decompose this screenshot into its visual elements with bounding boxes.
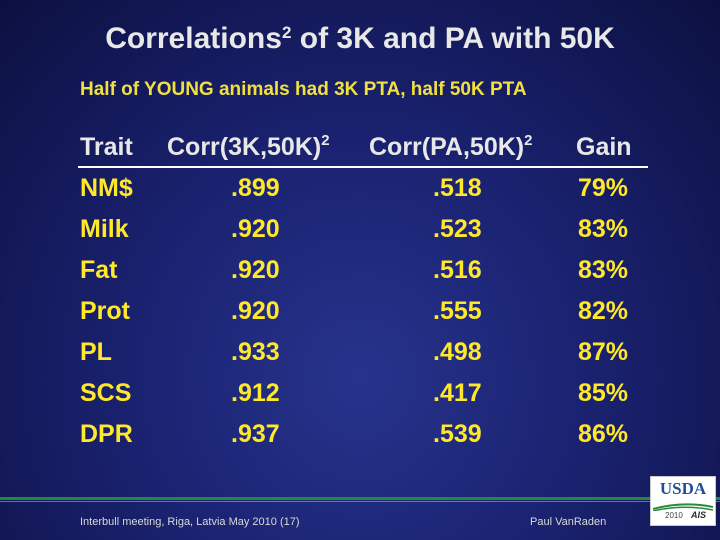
ais-logo-mark: AIS [691, 510, 707, 520]
table-cell-corr-pa: .523 [433, 215, 482, 243]
table-cell-corr-3k: .912 [231, 379, 280, 407]
header-trait: Trait [80, 133, 133, 161]
title-superscript: 2 [281, 23, 292, 42]
header-gain: Gain [576, 133, 632, 161]
field-stripes-icon [653, 503, 713, 511]
table-cell-gain: 85% [578, 379, 629, 407]
table-cell-corr-pa: .498 [433, 338, 482, 366]
header-corr-pa-label: Corr(PA,50K) [369, 133, 525, 161]
table-cell-corr-pa: .539 [433, 420, 482, 448]
table-cell-gain: 87% [578, 338, 629, 366]
slide-title: Correlations2 of 3K and PA with 50K [0, 22, 720, 56]
title-main: Correlations [105, 22, 282, 55]
header-divider [78, 166, 648, 168]
table-cell-corr-pa: .518 [433, 174, 482, 202]
table-cell-corr-pa: .516 [433, 256, 482, 284]
header-corr-3k: Corr(3K,50K)2 [167, 132, 330, 162]
table-cell-trait: Prot [80, 297, 130, 325]
table-cell-corr-3k: .899 [231, 174, 280, 202]
header-corr-pa: Corr(PA,50K)2 [369, 132, 533, 162]
table-cell-corr-3k: .920 [231, 256, 280, 284]
table-cell-trait: PL [80, 338, 112, 366]
table-cell-gain: 86% [578, 420, 629, 448]
footer-divider [0, 497, 720, 500]
title-rest: of 3K and PA with 50K [291, 22, 615, 55]
footer-divider-highlight [0, 501, 720, 502]
table-cell-corr-3k: .933 [231, 338, 280, 366]
header-corr-3k-sup: 2 [321, 132, 330, 149]
table-cell-gain: 83% [578, 215, 629, 243]
logo-year: 2010 [665, 511, 683, 520]
footer-meeting-info: Interbull meeting, Riga, Latvia May 2010… [80, 516, 300, 528]
table-cell-trait: Fat [80, 256, 118, 284]
table-cell-corr-3k: .937 [231, 420, 280, 448]
table-cell-gain: 83% [578, 256, 629, 284]
table-cell-trait: DPR [80, 420, 133, 448]
slide-subtitle: Half of YOUNG animals had 3K PTA, half 5… [80, 79, 527, 100]
table-cell-gain: 82% [578, 297, 629, 325]
table-cell-trait: NM$ [80, 174, 133, 202]
table-cell-corr-pa: .417 [433, 379, 482, 407]
usda-logo: USDA 2010 AIS [650, 476, 716, 526]
header-corr-pa-sup: 2 [524, 132, 533, 149]
table-cell-trait: SCS [80, 379, 132, 407]
table-cell-corr-3k: .920 [231, 215, 280, 243]
table-cell-corr-3k: .920 [231, 297, 280, 325]
footer-author: Paul VanRaden [530, 516, 607, 528]
table-cell-trait: Milk [80, 215, 129, 243]
header-corr-3k-label: Corr(3K,50K) [167, 133, 322, 161]
table-cell-gain: 79% [578, 174, 629, 202]
table-cell-corr-pa: .555 [433, 297, 482, 325]
usda-logo-text: USDA [659, 479, 707, 498]
